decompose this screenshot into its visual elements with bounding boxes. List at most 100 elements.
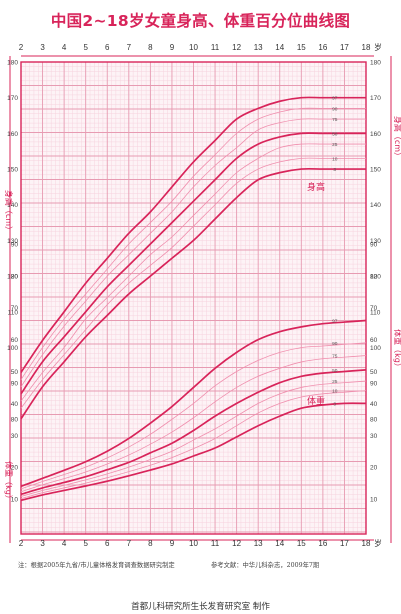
x-tick-label-top: 3 xyxy=(40,43,45,52)
height-curve-p50 xyxy=(20,132,366,395)
weight-tick-left: 50 xyxy=(11,369,19,376)
page-title: 中国2~18岁女童身高、体重百分位曲线图 xyxy=(50,12,351,30)
height-tick-left: 80 xyxy=(11,416,19,423)
weight-curve-p97 xyxy=(20,319,367,488)
x-tick-label-bottom: 11 xyxy=(211,539,220,548)
weight-tick-right: 80 xyxy=(370,273,378,280)
x-tick-label-bottom: 9 xyxy=(170,539,175,548)
height-percentile-label-p75: 75 xyxy=(332,117,338,123)
weight-curve-p25 xyxy=(20,380,367,497)
weight-percentile-label-p25: 25 xyxy=(332,379,338,385)
height-tick-right: 130 xyxy=(370,238,381,245)
height-tick-right: 100 xyxy=(370,345,381,352)
weight-tick-left: 90 xyxy=(11,241,19,248)
x-tick-label-top: 2 xyxy=(19,43,24,52)
x-tick-label-bottom: 6 xyxy=(105,539,110,548)
weight-axis-title-right: 体重（kg） xyxy=(393,329,401,371)
x-tick-label-top: 15 xyxy=(297,43,306,52)
x-tick-label-bottom: 12 xyxy=(232,539,241,548)
weight-tick-right: 40 xyxy=(370,401,378,408)
height-curve-p90 xyxy=(20,107,366,380)
height-tick-left: 180 xyxy=(7,60,18,67)
weight-tick-left: 60 xyxy=(11,337,19,344)
x-unit-top: 岁 xyxy=(374,42,382,52)
x-tick-label-top: 7 xyxy=(127,43,132,52)
height-tick-right: 120 xyxy=(370,274,381,281)
height-tick-left: 170 xyxy=(7,95,18,102)
weight-percentile-label-p75: 75 xyxy=(332,354,338,360)
x-tick-label-top: 14 xyxy=(275,43,284,52)
x-tick-label-bottom: 5 xyxy=(83,539,88,548)
height-percentile-label-p90: 90 xyxy=(332,106,338,112)
x-tick-label-bottom: 3 xyxy=(40,539,45,548)
height-axis-title-left: 身高（cm） xyxy=(4,190,14,234)
weight-tick-left: 10 xyxy=(11,497,19,504)
height-tick-left: 100 xyxy=(7,345,18,352)
height-tick-right: 80 xyxy=(370,416,378,423)
weight-tick-right: 10 xyxy=(370,497,378,504)
weight-tick-left: 80 xyxy=(11,273,19,280)
height-curve-p75 xyxy=(20,118,366,387)
plot-frame xyxy=(20,61,367,535)
weight-tick-right: 70 xyxy=(370,305,378,312)
x-tick-label-top: 8 xyxy=(148,43,153,52)
weight-curve-p90 xyxy=(20,342,367,490)
height-tick-right: 150 xyxy=(370,167,381,174)
weight-axis-title-left: 体重（kg） xyxy=(4,461,14,503)
height-percentile-label-p3: 3 xyxy=(333,167,336,173)
height-tick-left: 140 xyxy=(7,202,18,209)
weight-tick-right: 50 xyxy=(370,369,378,376)
footnote-reference: 参考文献：中华儿科杂志，2009年7期 xyxy=(211,562,320,569)
weight-percentile-label-p90: 90 xyxy=(332,341,338,347)
height-percentile-label-p10: 10 xyxy=(332,156,338,162)
weight-percentile-label-p97: 97 xyxy=(332,318,338,324)
height-tick-left: 120 xyxy=(7,274,18,281)
x-tick-label-top: 5 xyxy=(83,43,88,52)
weight-curve-p75 xyxy=(20,355,367,493)
height-curve-p3 xyxy=(20,167,366,420)
height-tick-right: 160 xyxy=(370,131,381,138)
x-tick-label-bottom: 17 xyxy=(340,539,349,548)
height-tick-right: 140 xyxy=(370,202,381,209)
weight-tick-left: 40 xyxy=(11,401,19,408)
height-curve-p25 xyxy=(20,143,366,402)
x-tick-label-bottom: 7 xyxy=(127,539,132,548)
x-tick-label-top: 4 xyxy=(62,43,67,52)
height-tick-left: 160 xyxy=(7,131,18,138)
x-tick-label-bottom: 14 xyxy=(275,539,284,548)
height-curve-p10 xyxy=(20,157,366,409)
x-tick-label-bottom: 15 xyxy=(297,539,306,548)
height-tick-left: 90 xyxy=(11,381,19,388)
x-tick-label-top: 12 xyxy=(232,43,241,52)
x-unit-bottom: 岁 xyxy=(374,538,382,548)
x-tick-label-bottom: 16 xyxy=(318,539,327,548)
x-tick-label-bottom: 13 xyxy=(254,539,263,548)
weight-curve-p10 xyxy=(20,390,367,500)
weight-tick-left: 20 xyxy=(11,465,19,472)
weight-tick-right: 90 xyxy=(370,241,378,248)
height-curve-p97 xyxy=(20,96,366,373)
height-axis-title-right: 身高（cm） xyxy=(393,116,401,160)
credit-line: 首都儿科研究所生长发育研究室 制作 xyxy=(131,602,270,612)
x-tick-label-bottom: 10 xyxy=(189,539,198,548)
height-tick-right: 90 xyxy=(370,381,378,388)
axis-labels: 2 2 3 3 4 4 5 5 6 6 7 7 8 8 9 9 10 10 11 11 12 12 13 13 14 14 15 15… xyxy=(4,42,401,548)
height-curve-label: 身高 xyxy=(307,181,325,193)
x-tick-label-top: 9 xyxy=(170,43,175,52)
weight-tick-right: 20 xyxy=(370,465,378,472)
weight-tick-left: 30 xyxy=(11,433,19,440)
x-tick-label-top: 17 xyxy=(340,43,349,52)
x-tick-label-top: 10 xyxy=(189,43,198,52)
weight-percentile-label-p3: 3 xyxy=(333,401,336,407)
x-tick-label-top: 16 xyxy=(318,43,327,52)
height-tick-right: 180 xyxy=(370,60,381,67)
x-tick-label-top: 6 xyxy=(105,43,110,52)
x-tick-label-bottom: 4 xyxy=(62,539,67,548)
height-tick-right: 110 xyxy=(370,309,381,316)
height-percentile-label-p97: 97 xyxy=(332,96,338,102)
height-percentile-label-p25: 25 xyxy=(332,142,338,148)
height-tick-left: 130 xyxy=(7,238,18,245)
x-tick-label-top: 18 xyxy=(362,43,371,52)
weight-tick-right: 60 xyxy=(370,337,378,344)
height-tick-left: 150 xyxy=(7,167,18,174)
